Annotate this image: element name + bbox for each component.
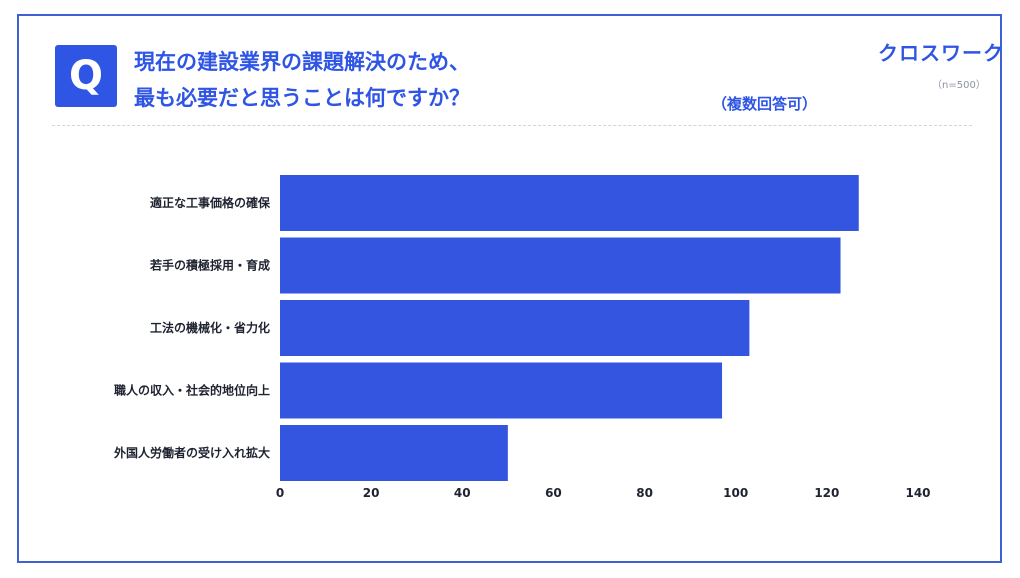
bar-4 — [280, 362, 723, 419]
x-tick-label-80: 80 — [636, 486, 653, 500]
category-label-5: 外国人労働者の受け入れ拡大 — [114, 445, 270, 460]
x-tick-label-140: 140 — [905, 486, 930, 500]
question-title-line2: 最も必要だと思うことは何ですか？ — [134, 86, 470, 110]
bar-2 — [280, 237, 841, 294]
brand-logo: クロスワーク — [878, 41, 1004, 65]
x-tick-label-40: 40 — [454, 486, 471, 500]
x-tick-label-60: 60 — [545, 486, 562, 500]
category-label-1: 適正な工事価格の確保 — [150, 195, 271, 210]
header-divider — [52, 125, 972, 126]
x-tick-label-120: 120 — [814, 486, 839, 500]
x-tick-label-20: 20 — [363, 486, 380, 500]
question-title-line1: 現在の建設業界の課題解決のため、 — [134, 50, 470, 74]
category-label-3: 工法の機械化・省力化 — [150, 320, 270, 335]
multiple-answers-note: （複数回答可） — [712, 95, 818, 113]
bar-3 — [280, 300, 750, 356]
question-title: 現在の建設業界の課題解決のため、 最も必要だと思うことは何ですか？ — [134, 44, 470, 116]
question-badge: Q — [55, 45, 117, 107]
bar-1 — [280, 175, 859, 231]
x-tick-label-0: 0 — [276, 486, 284, 500]
x-tick-label-100: 100 — [723, 486, 748, 500]
category-label-2: 若手の積極採用・育成 — [149, 258, 270, 273]
category-label-4: 職人の収入・社会的地位向上 — [114, 383, 270, 398]
sample-size: （n=500） — [932, 80, 986, 91]
bar-5 — [280, 425, 508, 481]
